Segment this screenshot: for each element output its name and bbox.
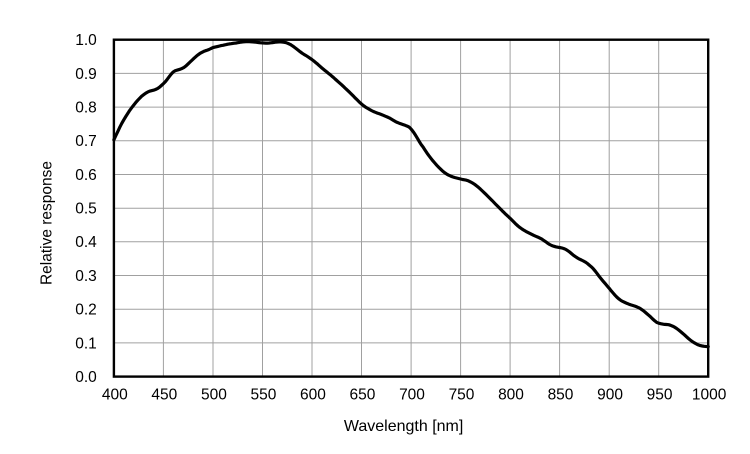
svg-text:0.2: 0.2 (75, 302, 97, 319)
svg-text:850: 850 (548, 387, 574, 404)
svg-text:400: 400 (102, 387, 128, 404)
svg-text:1000: 1000 (692, 387, 727, 404)
svg-text:900: 900 (597, 387, 623, 404)
svg-text:0.5: 0.5 (75, 201, 97, 218)
svg-text:0.0: 0.0 (75, 369, 97, 386)
svg-text:0.6: 0.6 (75, 167, 97, 184)
svg-text:600: 600 (300, 387, 326, 404)
svg-text:Relative response: Relative response (39, 161, 56, 285)
svg-text:0.1: 0.1 (75, 335, 97, 352)
svg-text:750: 750 (449, 387, 475, 404)
svg-text:Wavelength [nm]: Wavelength [nm] (344, 418, 463, 435)
svg-text:450: 450 (151, 387, 177, 404)
svg-text:0.7: 0.7 (75, 133, 97, 150)
svg-text:950: 950 (647, 387, 673, 404)
svg-text:800: 800 (498, 387, 524, 404)
svg-text:0.4: 0.4 (75, 234, 97, 251)
svg-text:0.8: 0.8 (75, 100, 97, 117)
svg-text:650: 650 (349, 387, 375, 404)
svg-text:1.0: 1.0 (75, 32, 97, 49)
svg-text:500: 500 (201, 387, 227, 404)
svg-text:550: 550 (250, 387, 276, 404)
svg-text:0.3: 0.3 (75, 268, 97, 285)
svg-text:700: 700 (399, 387, 425, 404)
svg-text:0.9: 0.9 (75, 66, 97, 83)
